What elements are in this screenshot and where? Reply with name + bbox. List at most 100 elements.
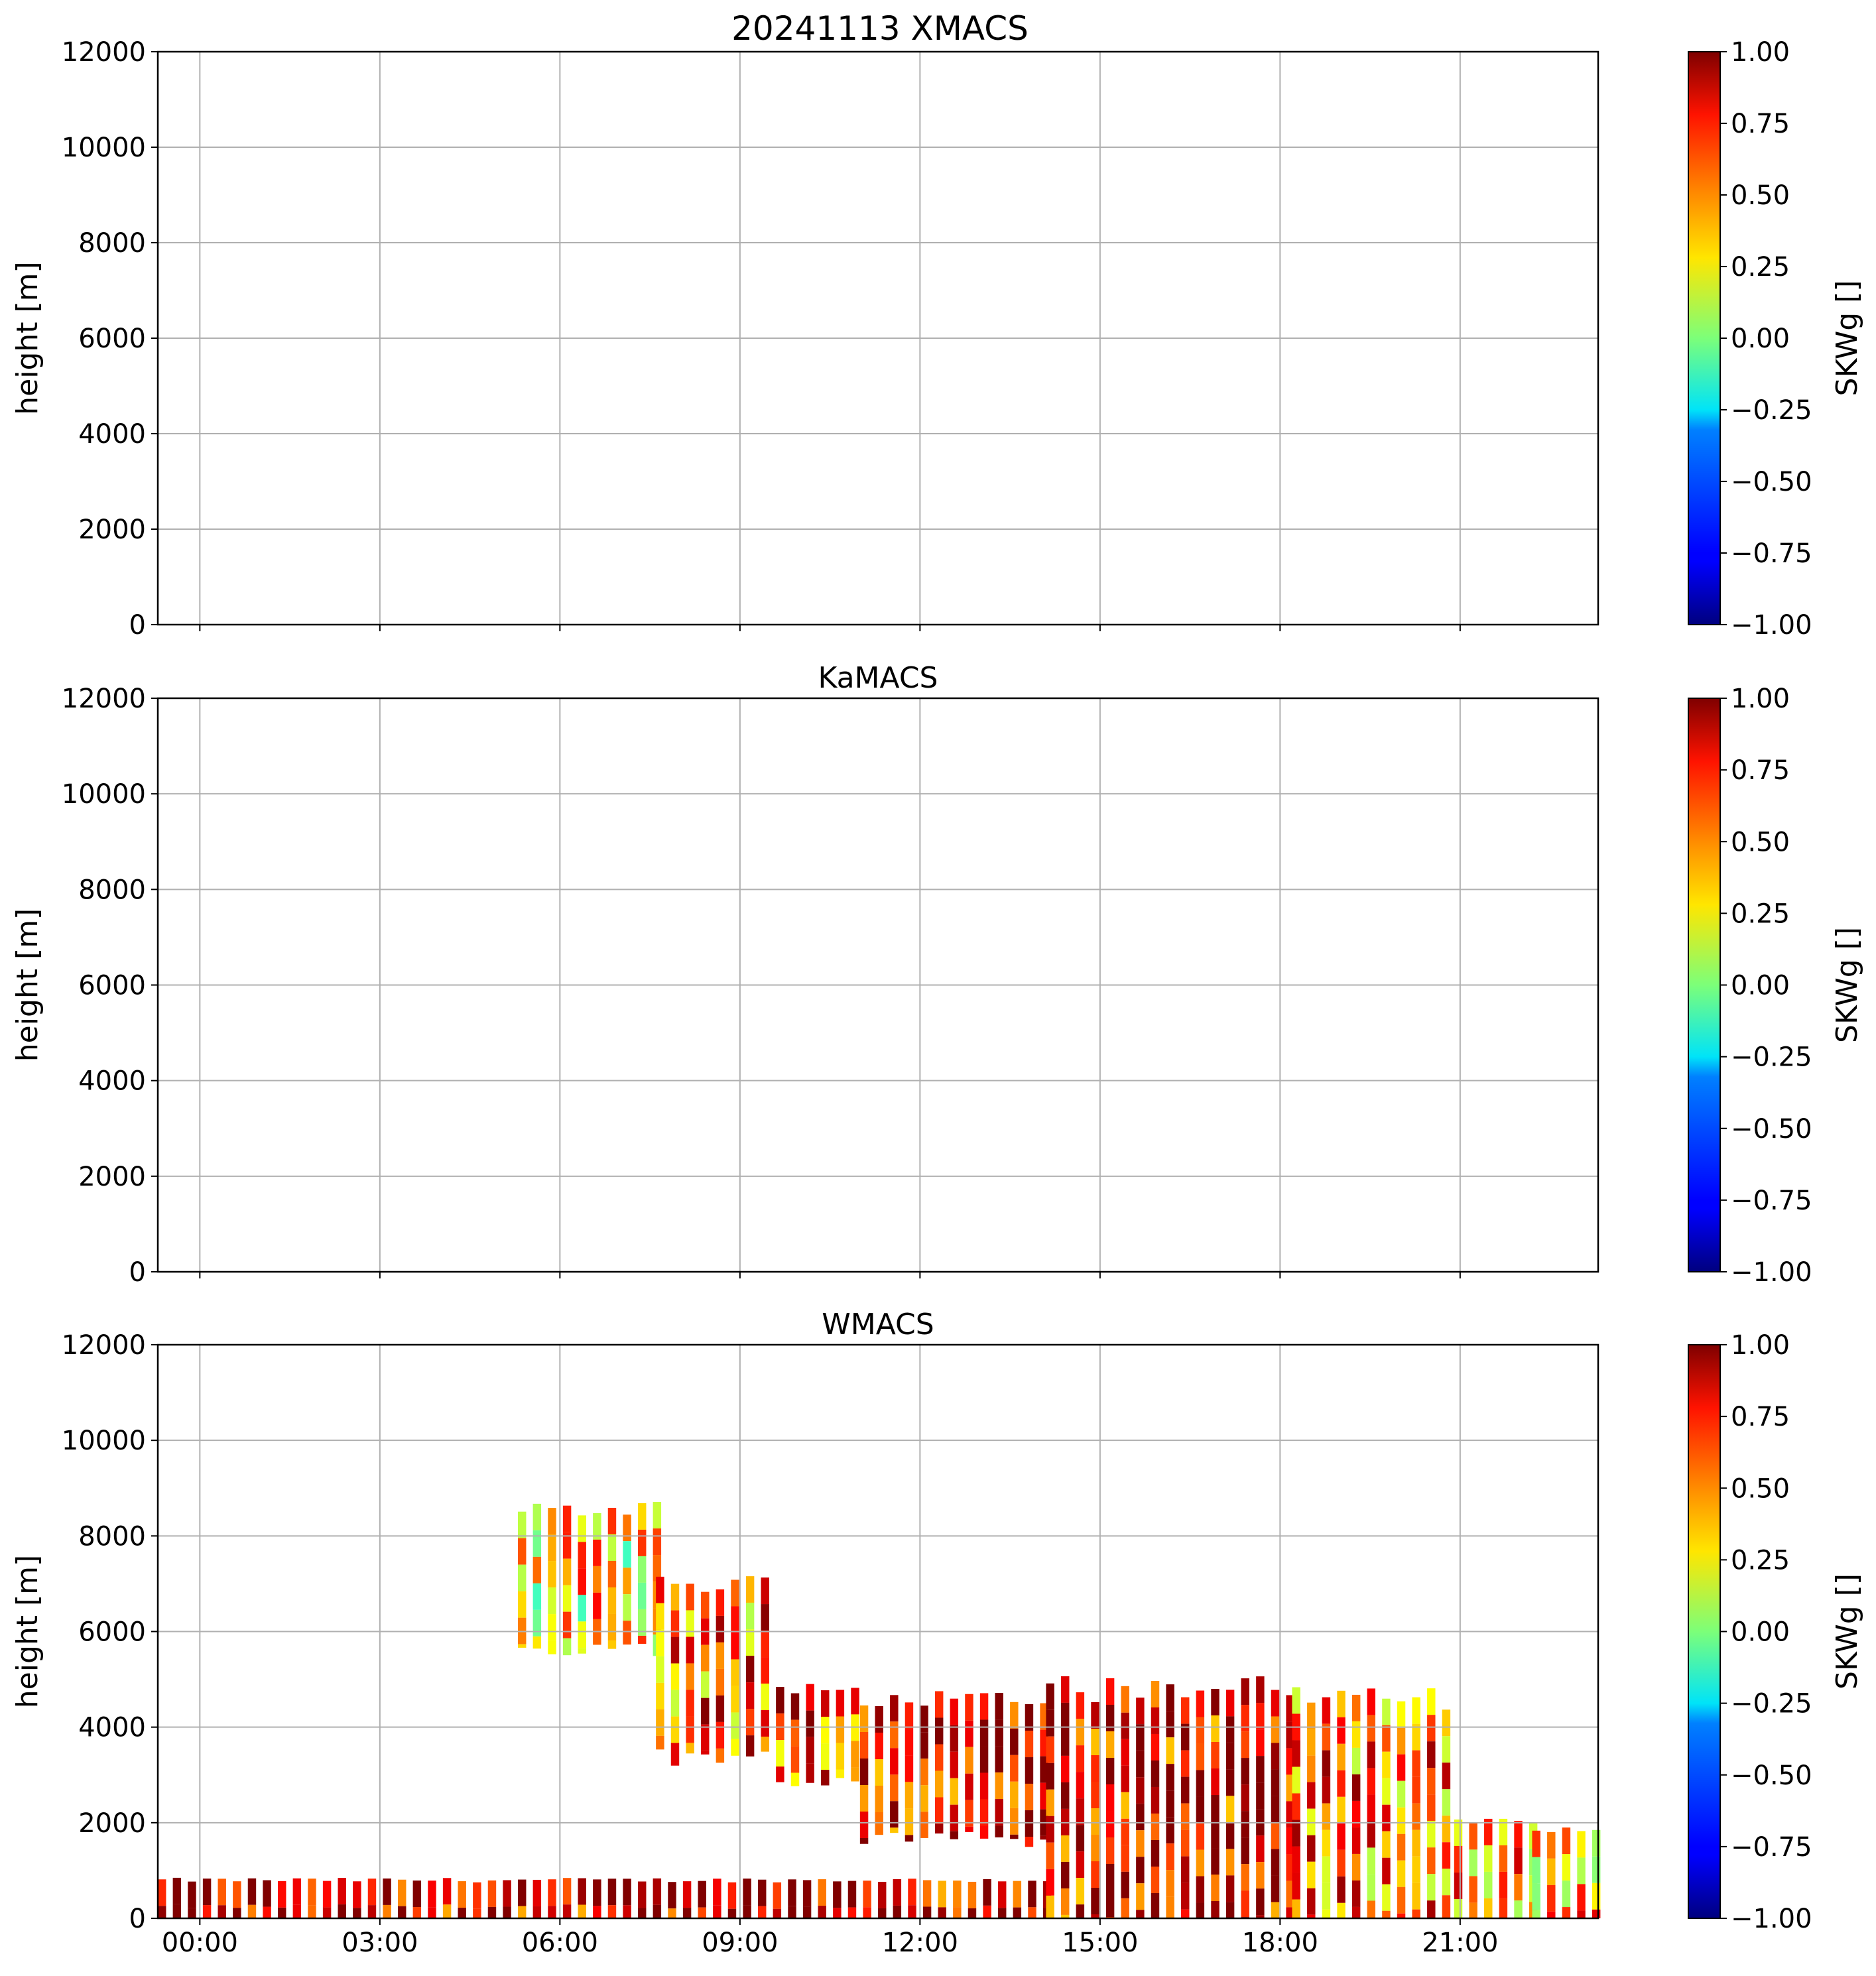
data-cell xyxy=(338,1904,346,1918)
data-cell xyxy=(701,1724,710,1751)
data-cell xyxy=(1307,1808,1316,1835)
data-cell xyxy=(1292,1873,1300,1900)
data-cell xyxy=(1211,1875,1219,1902)
data-cell xyxy=(1382,1910,1391,1918)
data-cell xyxy=(1061,1861,1070,1888)
data-cell xyxy=(818,1879,826,1906)
data-cell xyxy=(1013,1881,1022,1908)
data-cell xyxy=(890,1801,899,1828)
data-cell xyxy=(1382,1857,1391,1884)
data-cell xyxy=(1577,1831,1586,1858)
data-cell xyxy=(731,1712,739,1739)
data-cell xyxy=(548,1534,556,1562)
data-cell xyxy=(893,1879,902,1906)
data-cell xyxy=(1322,1856,1331,1883)
data-cell xyxy=(1271,1822,1280,1849)
data-cell xyxy=(1256,1703,1265,1730)
data-cell xyxy=(701,1751,710,1755)
data-cell xyxy=(623,1541,631,1568)
data-cell xyxy=(938,1881,946,1908)
data-cell xyxy=(1514,1821,1523,1848)
data-cell xyxy=(1307,1755,1316,1782)
data-cell xyxy=(686,1743,694,1754)
data-cell xyxy=(638,1881,647,1908)
data-cell xyxy=(1337,1902,1345,1918)
data-cell xyxy=(518,1591,527,1618)
data-cell xyxy=(578,1542,586,1569)
data-cell xyxy=(1010,1808,1019,1835)
data-cell xyxy=(995,1799,1003,1826)
data-cell xyxy=(1225,1796,1235,1823)
data-cell xyxy=(1061,1676,1070,1703)
data-cell xyxy=(623,1879,631,1906)
data-cell xyxy=(833,1908,842,1918)
data-cell xyxy=(983,1905,991,1918)
data-cell xyxy=(1412,1829,1420,1857)
data-cell xyxy=(790,1746,800,1773)
data-cell xyxy=(716,1642,725,1669)
data-cell xyxy=(202,1879,212,1906)
data-cell xyxy=(1382,1725,1391,1752)
data-cell xyxy=(1412,1883,1420,1910)
data-cell xyxy=(1136,1777,1145,1804)
data-cell xyxy=(1397,1833,1406,1861)
data-cell xyxy=(593,1879,601,1906)
data-cell xyxy=(806,1710,814,1737)
data-cell xyxy=(1367,1900,1376,1918)
data-cell xyxy=(995,1693,1003,1720)
data-cell xyxy=(1547,1858,1556,1885)
data-cell xyxy=(1196,1902,1205,1918)
y-tick-label: 10000 xyxy=(62,1426,146,1456)
data-cell xyxy=(1166,1711,1174,1738)
y-tick-label: 6000 xyxy=(78,971,146,1001)
data-cell xyxy=(1105,1731,1115,1758)
data-cell xyxy=(731,1739,739,1756)
data-cell xyxy=(398,1879,406,1906)
data-cell xyxy=(953,1907,962,1918)
data-cell xyxy=(487,1906,497,1918)
data-cell xyxy=(1337,1823,1345,1850)
data-cell xyxy=(965,1720,973,1747)
data-cell xyxy=(1367,1688,1376,1715)
data-cell xyxy=(1061,1914,1070,1918)
data-cell xyxy=(950,1751,959,1778)
colorbar-tick-label: −0.25 xyxy=(1731,395,1812,426)
data-cell xyxy=(1351,1800,1361,1827)
panel-3: WMACS 0 2000 4000 6000 8000 10000 12000 height [… xyxy=(11,1308,1864,1958)
data-cell xyxy=(562,1585,572,1612)
y-tick-label: 8000 xyxy=(78,875,146,905)
data-cell xyxy=(518,1644,527,1648)
data-cell xyxy=(1382,1698,1391,1725)
data-cell xyxy=(1061,1729,1070,1756)
data-cell xyxy=(995,1772,1003,1800)
data-cell xyxy=(562,1638,572,1656)
data-cell xyxy=(487,1880,497,1907)
data-cell xyxy=(731,1579,739,1607)
data-cell xyxy=(1271,1796,1280,1823)
data-cell xyxy=(922,1906,932,1918)
data-cell xyxy=(1091,1808,1099,1835)
data-cell xyxy=(518,1538,527,1565)
data-cell xyxy=(836,1769,845,1778)
data-cell xyxy=(1025,1810,1034,1837)
data-cell xyxy=(1351,1880,1361,1907)
data-cell xyxy=(905,1729,914,1756)
data-cell xyxy=(1484,1871,1493,1898)
x-tick-label: 18:00 xyxy=(1242,1928,1318,1958)
data-cell xyxy=(1292,1899,1300,1918)
colorbar-tick-label: −0.75 xyxy=(1731,538,1812,569)
data-cell xyxy=(1322,1776,1331,1804)
data-cell xyxy=(1427,1794,1436,1822)
data-cell xyxy=(1121,1845,1129,1872)
data-cell xyxy=(934,1717,944,1745)
data-cell xyxy=(1181,1909,1190,1918)
colorbar-tick-label: −0.50 xyxy=(1731,1760,1812,1791)
data-cell xyxy=(1225,1822,1235,1849)
data-cell xyxy=(1469,1849,1477,1877)
data-cell xyxy=(1412,1697,1420,1724)
colorbar-gradient xyxy=(1688,698,1721,1272)
data-cell xyxy=(263,1906,271,1918)
data-cell xyxy=(1151,1786,1160,1814)
data-cell xyxy=(532,1609,542,1636)
data-cell xyxy=(1136,1830,1145,1857)
